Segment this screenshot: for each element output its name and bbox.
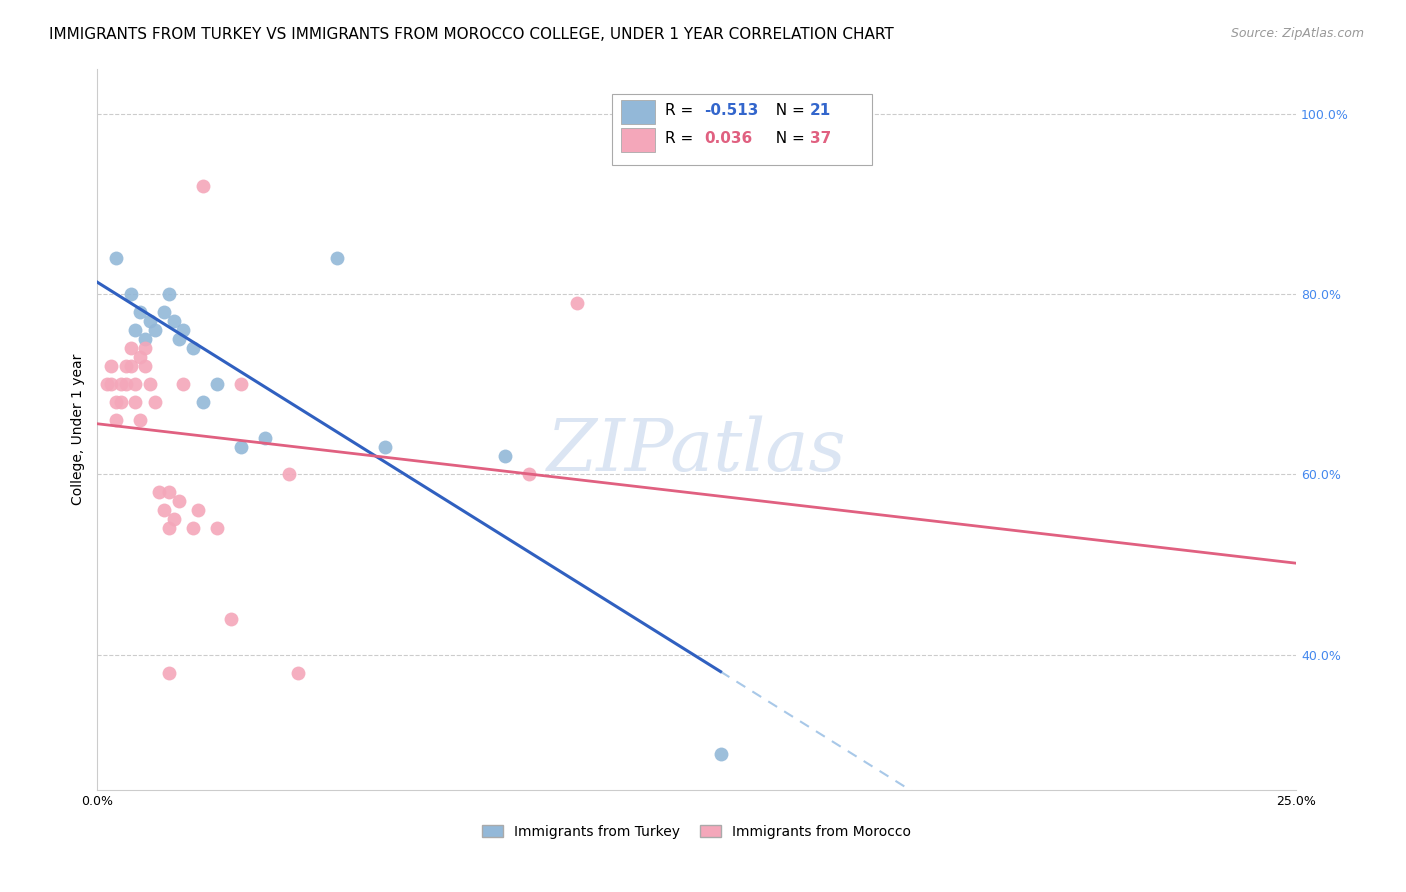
Point [374, 440, 396, 454]
Point [134, 341, 156, 355]
Point [124, 395, 146, 409]
Point [172, 377, 194, 392]
Point [100, 377, 122, 392]
Text: 0.036: 0.036 [704, 131, 752, 146]
Point [148, 485, 170, 500]
Point [163, 314, 186, 328]
Point [96, 377, 118, 392]
Text: N =: N = [766, 103, 810, 119]
Point [129, 305, 152, 319]
Point [157, 287, 180, 301]
Point [494, 449, 516, 463]
Point [191, 395, 214, 409]
Point [124, 377, 146, 392]
Text: 37: 37 [810, 131, 831, 146]
Point [709, 747, 731, 761]
Point [139, 314, 162, 328]
Point [287, 665, 309, 680]
Point [229, 377, 252, 392]
Point [205, 521, 228, 535]
Text: 21: 21 [810, 103, 831, 119]
Point [277, 467, 299, 482]
Point [153, 305, 176, 319]
Point [134, 359, 156, 373]
Point [143, 323, 166, 337]
Point [143, 395, 166, 409]
Text: -0.513: -0.513 [704, 103, 759, 119]
Point [163, 512, 186, 526]
Point [167, 332, 190, 346]
Point [105, 413, 128, 427]
Point [153, 503, 176, 517]
Text: N =: N = [766, 131, 810, 146]
Point [120, 359, 142, 373]
Point [114, 359, 136, 373]
Text: ZIPatlas: ZIPatlas [547, 416, 846, 486]
Point [517, 467, 540, 482]
Point [205, 377, 228, 392]
Text: R =: R = [665, 131, 699, 146]
Point [181, 341, 204, 355]
Point [134, 332, 156, 346]
Point [129, 413, 152, 427]
Point [172, 323, 194, 337]
Point [253, 431, 276, 445]
Y-axis label: College, Under 1 year: College, Under 1 year [72, 353, 86, 505]
Point [187, 503, 209, 517]
Point [565, 296, 588, 310]
Point [326, 251, 349, 265]
Point [100, 359, 122, 373]
Point [105, 395, 128, 409]
Point [221, 611, 243, 625]
Point [124, 323, 146, 337]
Point [157, 665, 180, 680]
Point [157, 485, 180, 500]
Point [129, 350, 152, 364]
Point [105, 251, 128, 265]
Point [139, 377, 162, 392]
Point [157, 521, 180, 535]
Point [229, 440, 252, 454]
Point [110, 377, 132, 392]
Point [181, 521, 204, 535]
Text: R =: R = [665, 103, 699, 119]
Point [191, 178, 214, 193]
Text: Source: ZipAtlas.com: Source: ZipAtlas.com [1230, 27, 1364, 40]
Legend: Immigrants from Turkey, Immigrants from Morocco: Immigrants from Turkey, Immigrants from … [477, 819, 917, 844]
Text: IMMIGRANTS FROM TURKEY VS IMMIGRANTS FROM MOROCCO COLLEGE, UNDER 1 YEAR CORRELAT: IMMIGRANTS FROM TURKEY VS IMMIGRANTS FRO… [49, 27, 894, 42]
Point [167, 494, 190, 508]
Point [114, 377, 136, 392]
Point [120, 341, 142, 355]
Point [110, 395, 132, 409]
Point [120, 287, 142, 301]
